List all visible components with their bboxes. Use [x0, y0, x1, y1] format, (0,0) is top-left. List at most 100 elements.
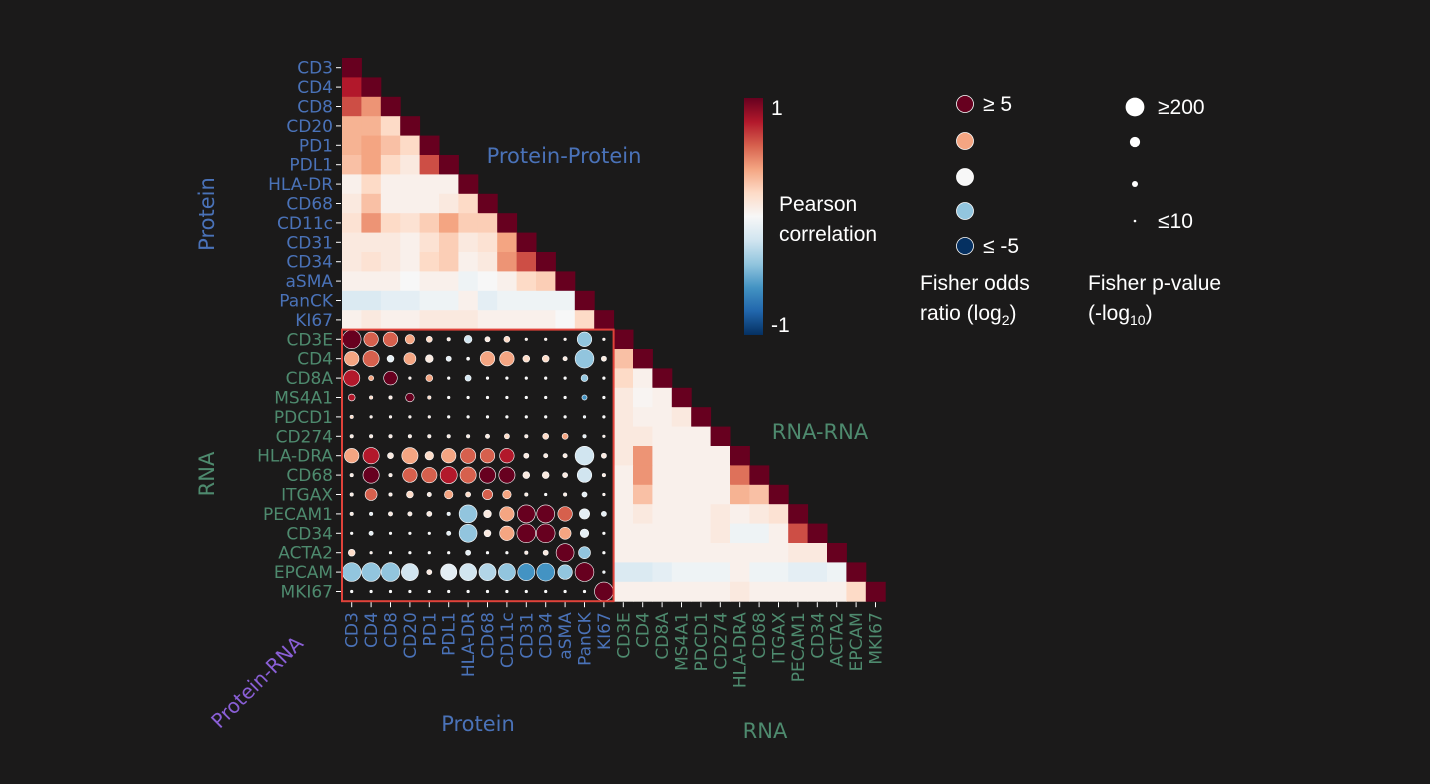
- pp-cell-HLA-DR-PDL1: [439, 174, 459, 195]
- rr-cell-ITGAX-ITGAX: [768, 484, 789, 505]
- pp-cell-aSMA-PDL1: [439, 271, 459, 292]
- pvalue-legend-label: ≤10: [1158, 210, 1193, 233]
- pp-cell-CD31-PD1: [419, 232, 440, 253]
- pr-dot-MKI67-CD4: [369, 589, 373, 594]
- pr-dot-EPCAM-CD8: [380, 562, 401, 582]
- pr-dot-CD4-aSMA: [562, 356, 568, 362]
- pp-cell-CD34-PDL1: [439, 252, 459, 272]
- pp-cell-HLA-DR-CD3: [342, 174, 362, 195]
- pp-cell-CD34-CD68: [477, 252, 498, 272]
- pp-cell-PanCK-PDL1: [439, 290, 459, 311]
- pp-cell-PanCK-CD31: [516, 290, 537, 311]
- pvalue-legend-swatch: [1125, 97, 1145, 117]
- rr-cell-CD34-PECAM1: [788, 523, 809, 544]
- pr-dot-CD4-PD1: [425, 354, 434, 363]
- pr-dot-HLA-DRA-HLA-DR: [460, 447, 477, 464]
- pr-dot-MS4A1-PDL1: [447, 395, 451, 400]
- pr-dot-CD274-CD34: [542, 432, 550, 440]
- rr-cell-EPCAM-EPCAM: [846, 562, 867, 583]
- y-tick-label-PanCK: PanCK: [279, 292, 334, 312]
- rr-cell-ACTA2-PDCD1: [691, 543, 712, 563]
- pr-dot-MS4A1-CD31: [524, 395, 528, 400]
- pr-dot-CD8A-CD20: [408, 376, 412, 380]
- rr-cell-PECAM1-ITGAX: [768, 504, 789, 525]
- pr-dot-CD8A-CD3: [343, 369, 361, 387]
- pr-dot-CD68-PDL1: [439, 466, 458, 484]
- rr-cell-MS4A1-CD3E: [613, 387, 634, 408]
- pp-cell-KI67-CD34: [536, 310, 556, 331]
- x-tick-label-CD34: CD34: [537, 612, 557, 659]
- pr-dot-ACTA2-CD31: [524, 550, 529, 555]
- rr-cell-ACTA2-CD274: [710, 543, 731, 563]
- rr-cell-CD8A-CD3E: [613, 368, 634, 389]
- x-tick-label-ITGAX: ITGAX: [770, 612, 790, 664]
- pr-dot-CD68-CD3: [349, 473, 354, 478]
- pr-dot-PECAM1-CD4: [369, 511, 374, 516]
- pp-cell-KI67-CD68: [477, 310, 498, 331]
- x-tick-label-HLA-DRA: HLA-DRA: [731, 612, 751, 688]
- pr-dot-CD274-CD31: [524, 434, 529, 439]
- x-tick-label-PDCD1: PDCD1: [692, 612, 712, 671]
- pp-cell-CD11c-CD4: [361, 213, 382, 234]
- pvalue-legend-label: ≥200: [1158, 96, 1205, 119]
- pp-cell-PanCK-CD8: [380, 290, 401, 311]
- pp-cell-CD31-CD31: [516, 232, 537, 253]
- pp-cell-CD34-CD4: [361, 252, 382, 272]
- x-tick-label-PECAM1: PECAM1: [789, 612, 809, 682]
- rr-cell-CD34-CD34: [807, 523, 828, 544]
- pp-cell-HLA-DR-CD4: [361, 174, 382, 195]
- rr-cell-CD34-ITGAX: [768, 523, 789, 544]
- rr-cell-ACTA2-PECAM1: [788, 543, 809, 563]
- pr-dot-CD34-CD8: [388, 531, 393, 535]
- x-tick-label-HLA-DR: HLA-DR: [459, 612, 479, 677]
- pp-cell-HLA-DR-CD20: [400, 174, 421, 195]
- y-tick-label-CD4: CD4: [297, 350, 333, 370]
- pr-dot-CD274-HLA-DR: [466, 434, 471, 439]
- pr-dot-ITGAX-CD34: [544, 492, 548, 497]
- rr-cell-CD34-MS4A1: [671, 523, 692, 544]
- x-tick-label-CD8A: CD8A: [653, 612, 673, 660]
- x-tick-label-CD274: CD274: [711, 612, 731, 669]
- pr-dot-CD68-CD20: [402, 467, 418, 483]
- pr-dot-MKI67-CD20: [408, 589, 412, 594]
- rr-cell-CD4-CD3E: [613, 349, 634, 369]
- rr-cell-CD34-HLA-DRA: [730, 523, 750, 544]
- y-tick-label-EPCAM: EPCAM: [274, 563, 333, 583]
- pr-dot-ITGAX-CD4: [364, 488, 378, 501]
- pr-dot-MS4A1-CD34: [544, 395, 548, 400]
- pr-dot-CD34-CD34: [535, 523, 556, 543]
- pr-dot-CD3E-CD4: [363, 331, 379, 347]
- pr-dot-PECAM1-CD8: [388, 511, 393, 517]
- pr-dot-CD4-PanCK: [574, 349, 595, 369]
- rr-cell-PECAM1-CD3E: [613, 504, 634, 525]
- pr-dot-CD68-CD4: [362, 466, 380, 484]
- rr-cell-HLA-DRA-CD4: [633, 446, 653, 466]
- x-axis-rna-title: RNA: [743, 719, 788, 743]
- pp-cell-CD11c-CD20: [400, 213, 421, 234]
- x-tick-label-PD1: PD1: [420, 612, 440, 646]
- pr-dot-CD4-KI67: [601, 355, 607, 362]
- rr-cell-ACTA2-CD8A: [652, 543, 673, 563]
- pr-dot-CD3E-CD11c: [503, 335, 511, 343]
- rr-cell-CD68-CD8A: [652, 465, 673, 486]
- pr-dot-PDCD1-KI67: [602, 415, 606, 419]
- pr-dot-EPCAM-PanCK: [574, 562, 595, 582]
- pr-dot-CD8A-CD31: [524, 376, 528, 380]
- pr-dot-PDCD1-PanCK: [582, 415, 587, 419]
- pr-dot-EPCAM-CD31: [517, 563, 536, 581]
- pp-cell-aSMA-CD31: [516, 271, 537, 292]
- pr-dot-CD3E-CD31: [524, 337, 528, 341]
- pp-cell-PDL1-CD8: [380, 155, 401, 175]
- pr-dot-ACTA2-CD11c: [505, 551, 509, 555]
- pp-cell-PD1-CD4: [361, 135, 382, 156]
- rr-cell-MS4A1-CD8A: [652, 387, 673, 408]
- pr-dot-PECAM1-KI67: [601, 511, 607, 517]
- y-tick-label-PECAM1: PECAM1: [263, 505, 333, 525]
- pp-cell-CD11c-CD3: [342, 213, 362, 234]
- pp-cell-CD31-CD11c: [497, 232, 518, 253]
- rr-cell-MKI67-EPCAM: [846, 581, 867, 602]
- pr-dot-CD274-CD11c: [504, 433, 510, 440]
- pr-dot-CD68-CD31: [522, 471, 531, 479]
- rr-cell-CD68-CD274: [710, 465, 731, 486]
- y-tick-label-CD68: CD68: [286, 466, 333, 486]
